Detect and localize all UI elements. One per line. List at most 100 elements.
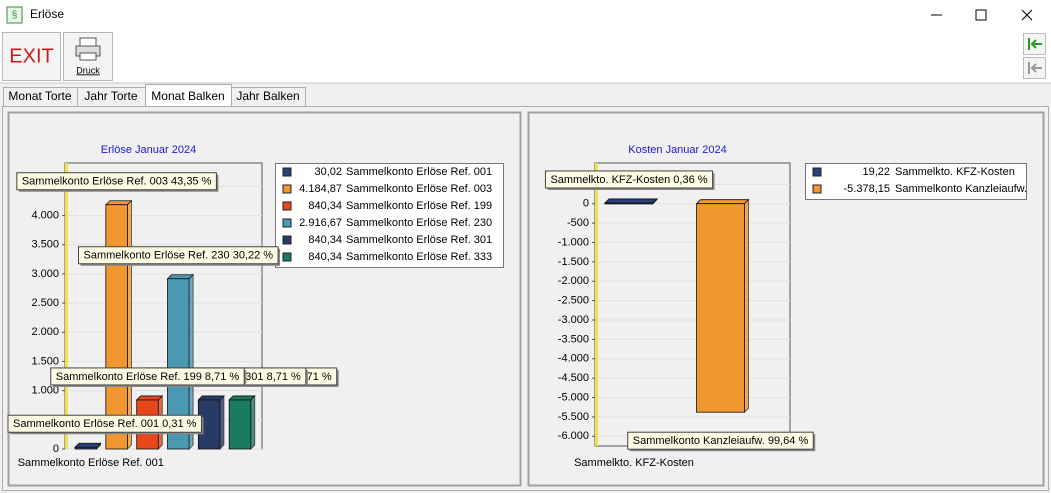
y-tick-label: -500 <box>567 217 589 229</box>
legend-swatch <box>282 184 292 194</box>
legend-swatch <box>812 167 822 177</box>
y-tick-label: 1.500 <box>31 355 59 367</box>
legend-label: Sammelkonto Erlöse Ref. 333 <box>346 251 492 263</box>
y-tick-label: -1.500 <box>558 256 589 268</box>
legend-swatch <box>812 184 822 194</box>
callout-label: Sammelkonto Erlöse Ref. 001 0,31 % <box>13 418 197 430</box>
y-tick-label: -3.000 <box>558 314 589 326</box>
callout: Sammelkonto Erlöse Ref. 199 8,71 % <box>50 367 247 387</box>
legend-value: 2.916,67 <box>299 217 342 229</box>
nav-first-icon <box>1028 38 1042 50</box>
tab-label: Jahr Balken <box>236 89 299 103</box>
bar-top <box>104 200 133 206</box>
y-tick-label: -5.500 <box>558 411 589 423</box>
y-tick-label: -6.000 <box>558 430 589 442</box>
printer-icon <box>79 52 97 61</box>
legend-label: Sammelkonto Erlöse Ref. 003 <box>346 183 492 195</box>
bar-top <box>695 199 750 205</box>
callout-box <box>7 414 202 433</box>
exit-button[interactable] <box>2 32 61 81</box>
callout-label: Sammelkonto Erlöse Ref. 003 43,35 % <box>22 176 212 188</box>
callout-label: Sammelkonto Erlöse Ref. 230 30,22 % <box>84 250 274 262</box>
window-title: Erlöse <box>30 7 64 21</box>
callout-label: Sammelkonto Kanzleiaufw. 99,64 % <box>633 435 809 447</box>
bar <box>105 204 128 450</box>
legend-value: 30,02 <box>314 166 342 178</box>
callout: Sammelkonto Erlöse Ref. 003 43,35 % <box>16 172 219 192</box>
maximize-button[interactable] <box>975 9 987 21</box>
bar <box>228 399 252 450</box>
legend-value: 4.184,87 <box>299 183 342 195</box>
bar-side <box>744 198 749 414</box>
legend-value: -5.378,15 <box>844 183 890 195</box>
callout-box <box>78 246 279 265</box>
tab-label: Monat Torte <box>8 89 71 103</box>
bar-top <box>604 198 658 204</box>
y-tick-label: 1.000 <box>31 385 59 397</box>
exit-label: EXIT <box>9 45 53 67</box>
bar-top <box>166 274 195 280</box>
bar <box>74 446 97 450</box>
legend-swatch <box>282 201 292 211</box>
legend-label: Sammelkonto Kanzleiaufw. <box>895 183 1027 195</box>
bar-side <box>219 394 225 450</box>
bar-top <box>228 395 256 401</box>
printer-icon <box>79 37 97 47</box>
legend-swatch <box>282 218 292 228</box>
tab[interactable] <box>231 87 306 107</box>
legend-value: 840,34 <box>308 251 342 263</box>
callout: Sammelkonto Erlöse Ref. 230 30,22 % <box>78 246 281 266</box>
app-icon <box>6 6 23 24</box>
y-tick-label: -5.000 <box>558 391 589 403</box>
callout-box <box>16 172 217 191</box>
y-tick-label: 2.500 <box>31 297 59 309</box>
legend-label: Sammelkonto Erlöse Ref. 001 <box>346 166 492 178</box>
x-tick-label: Sammelkonto Erlöse Ref. 001 <box>18 457 164 469</box>
bar-side <box>127 199 132 450</box>
y-tick-label: -3.500 <box>558 333 589 345</box>
legend-value: 840,34 <box>308 234 342 246</box>
y-tick-label: 3.500 <box>31 239 59 251</box>
toolbar <box>0 30 1051 83</box>
legend-value: 840,34 <box>308 200 342 212</box>
legend-swatch <box>282 167 292 177</box>
y-tick-label: 4.000 <box>31 209 59 221</box>
bar <box>696 203 745 413</box>
app-icon-glyph: § <box>12 10 18 21</box>
legend-box <box>805 163 1027 200</box>
y-tick-label: -2.500 <box>558 295 589 307</box>
legend: 19,22 Sammelkto. KFZ-Kosten -5.378,15 Samme… <box>805 163 1027 200</box>
print-label: Druck <box>76 65 100 75</box>
plot-area <box>594 162 791 447</box>
chart-title: Erlöse Januar 2024 <box>101 144 196 156</box>
y-tick-label: -4.500 <box>558 372 589 384</box>
tab-strip: Monat Torte Jahr Torte Monat Balken Jahr Ba… <box>3 84 306 107</box>
bar-side <box>250 394 256 450</box>
callout-label: Sammelkonto Erlöse Ref. 199 8,71 % <box>56 371 240 383</box>
y-tick-label: 2.000 <box>31 326 59 338</box>
nav-prev-icon <box>1028 62 1042 74</box>
bar-top <box>135 395 164 401</box>
y-tick-label: -4.000 <box>558 353 589 365</box>
callout-label: Sammelkto. KFZ-Kosten 0,36 % <box>550 174 707 186</box>
legend-swatch <box>282 252 292 262</box>
legend: 30,02 Sammelkonto Erlöse Ref. 001 4.184,87… <box>275 163 504 268</box>
close-button[interactable] <box>1021 9 1033 21</box>
y-tick-label: 0 <box>583 198 589 210</box>
tab-label: Jahr Torte <box>84 89 137 103</box>
bar-top <box>197 395 225 401</box>
legend-label: Sammelkto. KFZ-Kosten <box>895 166 1015 178</box>
callout: Sammelkonto Kanzleiaufw. 99,64 % <box>627 431 816 452</box>
callout: Sammelkonto Erlöse Ref. 001 0,31 % <box>7 414 204 435</box>
legend-box <box>275 163 504 268</box>
callout-box <box>544 170 714 189</box>
bar-top <box>74 442 102 448</box>
y-tick-label: -1.000 <box>558 236 589 248</box>
chart-title: Kosten Januar 2024 <box>628 144 726 156</box>
x-tick-label: Sammelkto. KFZ-Kosten <box>574 457 694 469</box>
legend-swatch <box>282 235 292 245</box>
bar <box>604 202 654 205</box>
y-tick-label: 0 <box>53 443 59 455</box>
callout-box <box>50 367 245 386</box>
